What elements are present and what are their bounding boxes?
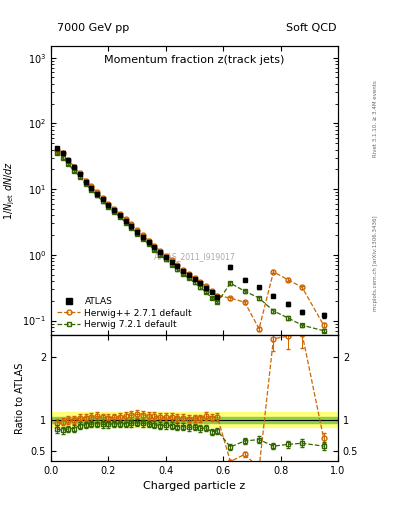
X-axis label: Charged particle z: Charged particle z [143, 481, 246, 491]
Text: mcplots.cern.ch [arXiv:1306.3436]: mcplots.cern.ch [arXiv:1306.3436] [373, 215, 378, 311]
Legend: ATLAS, Herwig++ 2.7.1 default, Herwig 7.2.1 default: ATLAS, Herwig++ 2.7.1 default, Herwig 7.… [55, 295, 194, 331]
Text: ATLAS_2011_I919017: ATLAS_2011_I919017 [154, 252, 235, 262]
Text: 7000 GeV pp: 7000 GeV pp [57, 23, 129, 33]
Y-axis label: $1/N_\mathrm{jet}\ dN/dz$: $1/N_\mathrm{jet}\ dN/dz$ [2, 161, 17, 220]
Text: Rivet 3.1.10, ≥ 3.4M events: Rivet 3.1.10, ≥ 3.4M events [373, 80, 378, 157]
Text: Momentum fraction z(track jets): Momentum fraction z(track jets) [105, 55, 285, 65]
Y-axis label: Ratio to ATLAS: Ratio to ATLAS [15, 362, 25, 434]
Text: Soft QCD: Soft QCD [286, 23, 336, 33]
